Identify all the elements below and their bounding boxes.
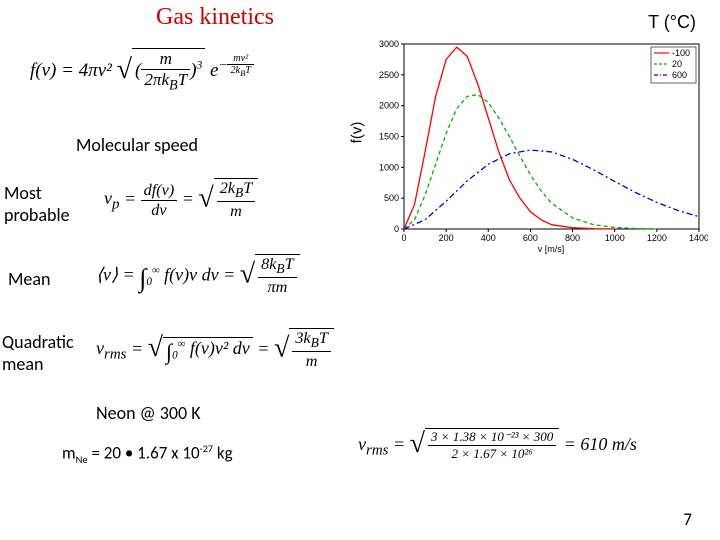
page-title: Gas kinetics <box>0 4 430 31</box>
mean-label: Mean <box>8 268 50 290</box>
svg-text:2000: 2000 <box>379 101 399 111</box>
vrms-den: 2 × 1.67 × 10²⁶ <box>428 446 556 462</box>
svg-text:1200: 1200 <box>647 233 667 243</box>
svg-text:20: 20 <box>672 59 682 69</box>
most-probable-equation: vp = df(v)dv = √2kBTm <box>104 178 258 221</box>
neon-example-label: Neon @ 300 K <box>96 402 201 424</box>
svg-text:0: 0 <box>394 224 399 234</box>
most-probable-label: Mostprobable <box>4 182 70 226</box>
svg-text:1500: 1500 <box>379 132 399 142</box>
exp-num: mv² <box>227 53 253 65</box>
mass-exp: -27 <box>200 442 213 455</box>
svg-text:1000: 1000 <box>605 233 625 243</box>
frac-den: 2πkBT <box>141 70 190 94</box>
svg-text:600: 600 <box>672 70 687 80</box>
svg-text:200: 200 <box>439 233 454 243</box>
quadratic-mean-label: Quadraticmean <box>2 331 74 375</box>
rms-speed-equation: vrms = √∫0∞ f(v)v² dv = √3kBTm <box>96 328 334 371</box>
mass-symbol: m <box>62 443 76 464</box>
page-number: 7 <box>683 509 692 530</box>
svg-text:600: 600 <box>523 233 538 243</box>
vrms-num: 3 × 1.38 × 10⁻²³ × 300 <box>428 429 556 446</box>
svg-text:0: 0 <box>401 233 406 243</box>
formula-lhs: f(v) = 4πv² <box>30 60 112 81</box>
vrms-result: = 610 m/s <box>564 434 637 454</box>
speed-distribution-chart: 0 200 400 600 800 1000 1200 1400 0 500 1000 1500 20… <box>368 36 708 256</box>
molecular-speed-label: Molecular speed <box>76 134 198 156</box>
svg-text:-100: -100 <box>672 48 690 58</box>
temperature-label: T (°C) <box>648 12 696 33</box>
fv-axis-label: f(v) <box>348 122 365 144</box>
mean-speed-equation: ⟨v⟩ = ∫0∞ f(v)v dv = √8kBTπm <box>96 254 300 297</box>
cube-exp: 3 <box>197 60 203 72</box>
mass-unit: kg <box>213 443 233 464</box>
svg-text:1400: 1400 <box>689 233 708 243</box>
svg-text:3000: 3000 <box>379 39 399 49</box>
svg-text:400: 400 <box>481 233 496 243</box>
mass-value: = 20 • 1.67 x 10 <box>88 443 200 464</box>
frac-num: m <box>141 49 190 70</box>
maxwell-boltzmann-formula: f(v) = 4πv² √ (m2πkBT)3 e−mv²2kBT <box>30 48 254 94</box>
neon-mass-line: mNe = 20 • 1.67 x 10-27 kg <box>62 442 233 466</box>
exp-den: 2kBT <box>227 65 253 78</box>
svg-text:500: 500 <box>384 193 399 203</box>
mass-subscript: Ne <box>76 453 88 466</box>
svg-text:1000: 1000 <box>379 162 399 172</box>
svg-text:2500: 2500 <box>379 70 399 80</box>
svg-text:800: 800 <box>565 233 580 243</box>
vrms-numeric-equation: vrms = √ 3 × 1.38 × 10⁻²³ × 300 2 × 1.67… <box>358 428 637 462</box>
svg-text:v [m/s]: v [m/s] <box>538 244 565 254</box>
